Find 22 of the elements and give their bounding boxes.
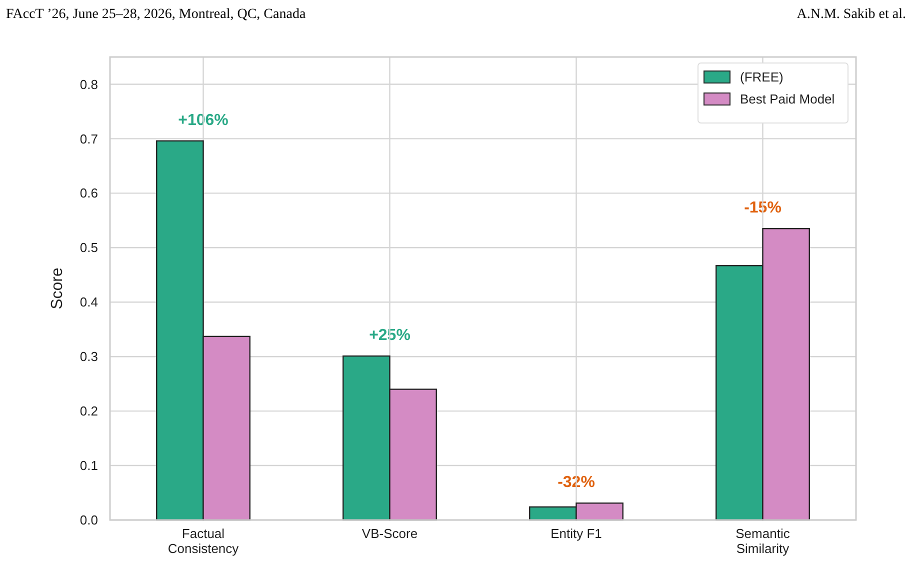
y-tick-label: 0.1 [80, 458, 98, 474]
text: A.N.M. Sakib et al. [796, 7, 906, 22]
annotation: +25% [369, 327, 410, 344]
y-tick-label: 0.2 [80, 404, 98, 419]
legend-label: Best Paid Model [740, 92, 835, 107]
y-tick-label: 0.6 [80, 186, 98, 201]
y-axis-title: Score [49, 268, 66, 310]
legend-label: (FREE) [740, 70, 784, 85]
annotation: -15% [744, 200, 782, 217]
y-tick-label: 0.3 [80, 349, 98, 364]
annotation: +106% [178, 112, 228, 129]
y-tick-label: 0.7 [80, 131, 98, 146]
y-tick-label: 0.5 [80, 240, 98, 256]
x-tick-label: Semantic Similarity [736, 526, 790, 556]
annotation: -32% [558, 474, 595, 492]
x-tick-label: VB-Score [362, 526, 418, 541]
y-tick-label: 0.0 [80, 512, 98, 528]
y-tick-label: 0.8 [80, 76, 98, 92]
text: FAccT ’26, June 25–28, 2026, Montreal, QC, Canada [6, 7, 306, 22]
x-tick-label: Factual Consistency [168, 526, 240, 556]
x-tick-label: Entity F1 [550, 526, 602, 541]
y-tick-label: 0.4 [80, 294, 98, 310]
